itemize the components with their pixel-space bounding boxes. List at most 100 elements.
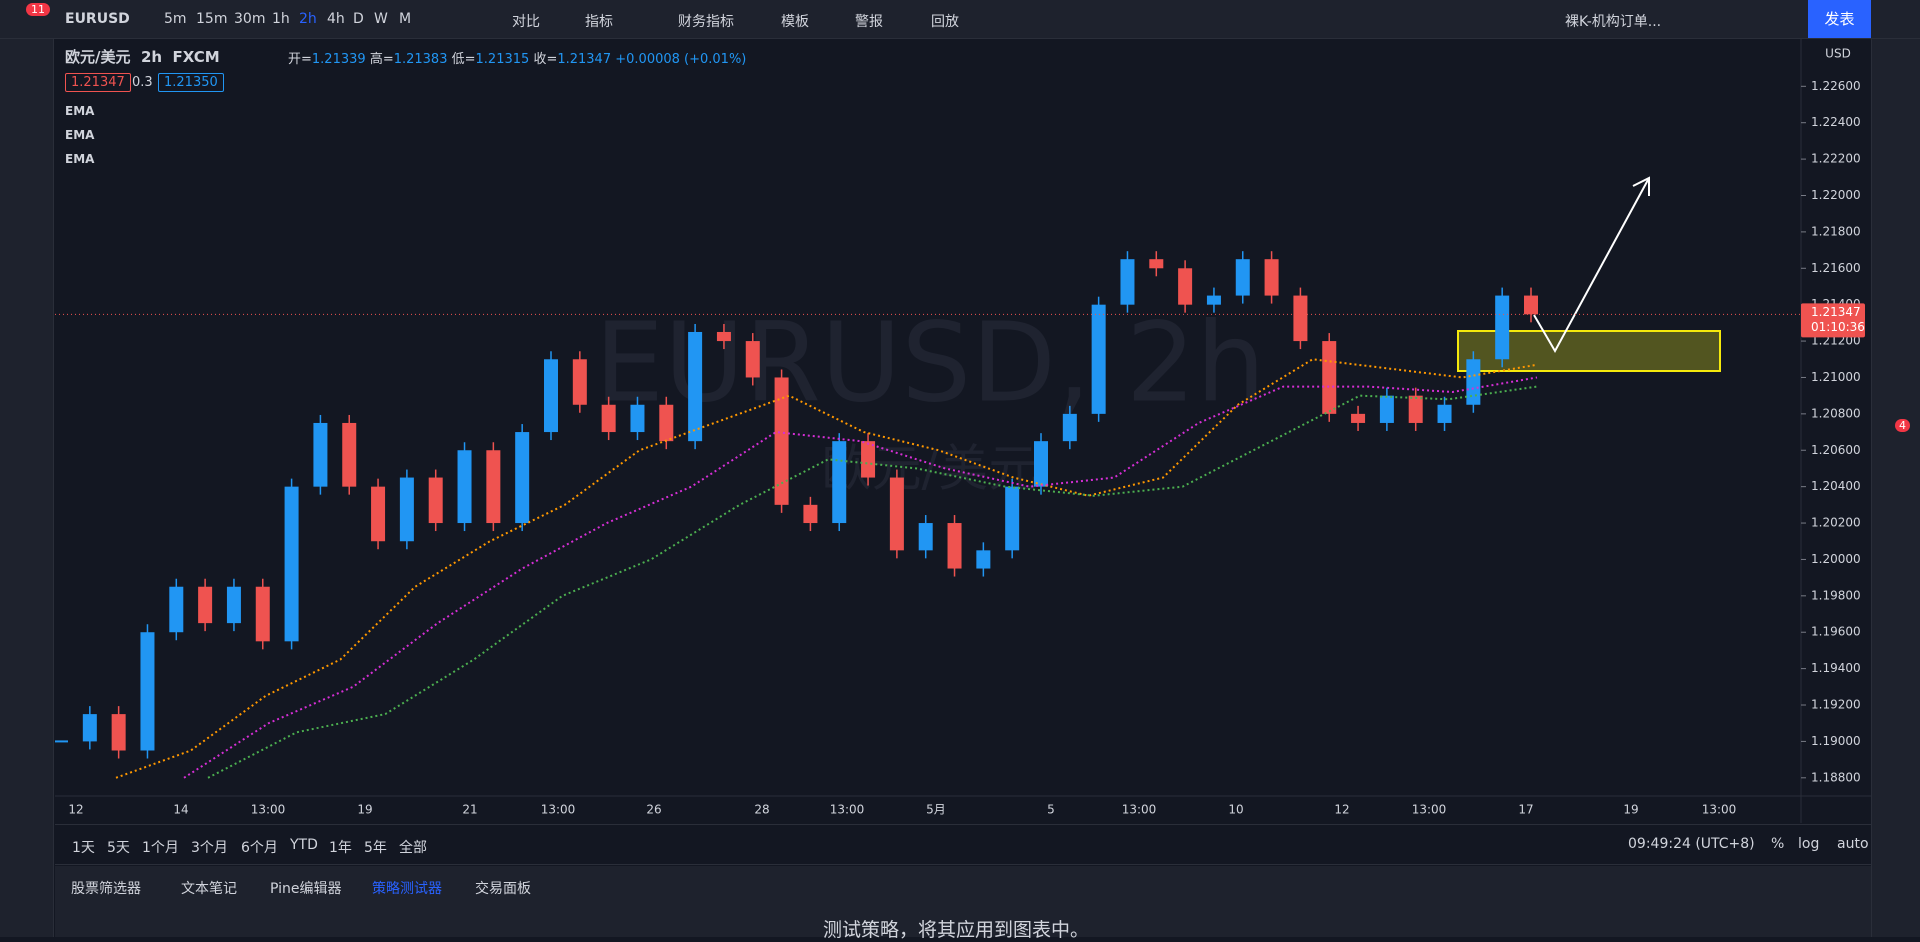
ask[interactable]: 1.21350: [158, 73, 224, 92]
interval[interactable]: 2h: [299, 11, 317, 27]
top-toolbar: [0, 0, 1920, 39]
x-tick-label: 5: [1047, 803, 1055, 817]
tool[interactable]: 财务指标: [678, 14, 734, 30]
bottom-panel: [55, 866, 1871, 937]
candle: [1206, 295, 1221, 305]
interval[interactable]: 1h: [272, 11, 290, 27]
candle: [976, 550, 991, 569]
candle: [688, 331, 703, 442]
candle: [1293, 295, 1308, 342]
candle: [111, 714, 126, 751]
candle: [1091, 304, 1106, 414]
y-tick-label: 1.20200: [1811, 516, 1861, 530]
y-tick-label: 1.18800: [1811, 770, 1861, 784]
watermark: EURUSD, 2h: [594, 298, 1265, 426]
x-tick-label: 21: [462, 803, 477, 817]
range-button[interactable]: 1天: [72, 840, 95, 856]
tab[interactable]: 交易面板: [475, 881, 531, 897]
candle: [544, 359, 558, 433]
candle: [428, 477, 443, 524]
legend-interval: 2h: [140, 48, 163, 66]
layout-name[interactable]: 裸K-机构订单...: [1565, 14, 1662, 30]
candle: [515, 432, 530, 524]
x-tick-label: 5月: [926, 803, 946, 817]
y-tick-label: 1.22200: [1811, 152, 1861, 166]
indicator[interactable]: EMA: [65, 128, 95, 142]
right-toolbar: [1871, 39, 1920, 937]
y-tick-label: 1.19200: [1811, 698, 1861, 712]
candle: [399, 477, 414, 542]
candle: [82, 714, 97, 742]
bid[interactable]: 1.21347: [65, 73, 131, 92]
x-tick-label: 14: [173, 803, 188, 817]
x-tick-label: 13:00: [1122, 803, 1157, 817]
x-tick-label: 10: [1228, 803, 1243, 817]
tab[interactable]: 策略测试器: [372, 881, 442, 897]
tool[interactable]: 指标: [585, 14, 613, 30]
interval[interactable]: W: [374, 11, 388, 27]
symbol[interactable]: EURUSD: [65, 11, 130, 27]
indicator[interactable]: EMA: [65, 104, 95, 118]
indicator[interactable]: EMA: [65, 152, 95, 166]
candle: [1322, 341, 1337, 414]
axis-option[interactable]: %: [1771, 836, 1785, 852]
candle: [1437, 404, 1452, 423]
countdown: 01:10:36: [1811, 320, 1865, 334]
x-tick-label: 12: [68, 803, 83, 817]
interval[interactable]: D: [353, 11, 364, 27]
candle: [226, 586, 241, 624]
tab[interactable]: Pine编辑器: [270, 881, 342, 897]
x-tick-label: 19: [1623, 803, 1638, 817]
tab[interactable]: 股票筛选器: [71, 881, 141, 897]
tool[interactable]: 模板: [781, 14, 809, 30]
candle: [889, 477, 904, 551]
candle: [601, 404, 616, 433]
candle: [1149, 259, 1164, 269]
range-button[interactable]: 1个月: [142, 840, 179, 856]
range-button[interactable]: 全部: [399, 840, 427, 856]
candle: [313, 422, 328, 487]
range-button[interactable]: 5年: [364, 840, 387, 856]
interval[interactable]: M: [399, 11, 412, 27]
tool[interactable]: 回放: [931, 14, 959, 30]
interval[interactable]: 15m: [196, 11, 228, 27]
ohlc-value: 1.21315: [475, 52, 530, 67]
candle: [1466, 359, 1481, 405]
tab[interactable]: 文本笔记: [181, 881, 237, 897]
ema-line: [183, 376, 1538, 779]
publish-button[interactable]: 发表: [1808, 0, 1871, 38]
candle: [198, 586, 213, 624]
x-tick-label: 12: [1334, 803, 1349, 817]
range-bar: [55, 824, 1871, 865]
candle: [918, 523, 933, 551]
ohlc: 开=1.21339 高=1.21383 低=1.21315 收=1.21347 …: [288, 48, 746, 67]
candle: [1235, 259, 1250, 296]
badge: 11: [26, 3, 50, 16]
price-label: 1.21347: [1811, 305, 1861, 319]
axis-option[interactable]: log: [1798, 836, 1820, 852]
range-button[interactable]: 3个月: [191, 840, 228, 856]
range-button[interactable]: YTD: [290, 837, 318, 853]
y-tick-label: 1.19600: [1811, 625, 1861, 639]
interval[interactable]: 30m: [234, 11, 266, 27]
ohlc-value: 1.21383: [393, 52, 448, 67]
range-button[interactable]: 1年: [329, 840, 352, 856]
candle: [169, 586, 184, 633]
candle: [55, 740, 68, 743]
range-button[interactable]: 5天: [107, 840, 130, 856]
tool[interactable]: 对比: [512, 14, 540, 30]
interval[interactable]: 5m: [164, 11, 187, 27]
left-toolbar: [0, 39, 54, 937]
range-button[interactable]: 6个月: [241, 840, 278, 856]
y-tick-label: 1.22600: [1811, 79, 1861, 93]
axis-option[interactable]: auto: [1837, 836, 1869, 852]
x-tick-label: 28: [754, 803, 769, 817]
candle: [371, 486, 386, 542]
x-tick-label: 13:00: [251, 803, 286, 817]
x-tick-label: 17: [1518, 803, 1533, 817]
interval[interactable]: 4h: [327, 11, 345, 27]
y-tick-label: 1.21800: [1811, 224, 1861, 238]
x-tick-label: 13:00: [1412, 803, 1447, 817]
tool[interactable]: 警报: [855, 14, 883, 30]
